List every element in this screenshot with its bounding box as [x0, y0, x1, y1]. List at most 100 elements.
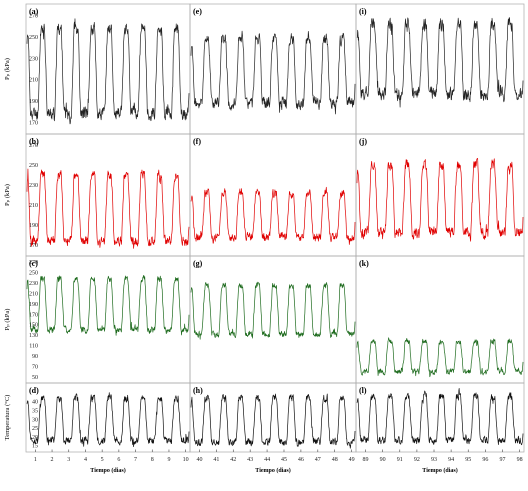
- x-tick-label: 47: [315, 457, 321, 463]
- series-line-e: [190, 30, 356, 115]
- panel-label-b: (b): [29, 137, 39, 146]
- y-tick-label: 130: [29, 333, 38, 339]
- x-tick-label: 10: [183, 457, 189, 463]
- panel-frames: [25, 3, 525, 453]
- panel-label-i: (i): [359, 7, 367, 16]
- y-tick-label: 50: [32, 375, 38, 381]
- series-line-c: [26, 275, 190, 336]
- x-tick-label: 89: [363, 457, 369, 463]
- series-line-i: [356, 17, 524, 108]
- series-line-l: [356, 388, 524, 446]
- x-tick-label: 1: [34, 457, 37, 463]
- x-tick-label: 93: [431, 457, 437, 463]
- y-tick-label: 230: [29, 183, 38, 189]
- y-tick-label: 190: [29, 302, 38, 308]
- y-tick-label: 40: [32, 400, 38, 406]
- panel-label-f: (f): [193, 137, 201, 146]
- x-tick-label: 4: [84, 457, 87, 463]
- y-tick-label: 230: [29, 281, 38, 287]
- axis-labels: Pₚ (kPa) Pₚ (kPa) Pₚ (kPa) Temperatura (°C)…: [4, 58, 458, 474]
- series-lines: [26, 17, 524, 449]
- x-tick-label: 42: [230, 457, 236, 463]
- x-tick-label: 48: [332, 457, 338, 463]
- x-tick-label: 8: [151, 457, 154, 463]
- x-tick-label: 5: [101, 457, 104, 463]
- panel-frame-r1-c2: [355, 133, 525, 257]
- panel-label-c: (c): [29, 259, 38, 268]
- y-tick-label: 25: [32, 426, 38, 432]
- x-tick-label: 7: [134, 457, 137, 463]
- series-line-f: [190, 186, 356, 245]
- x-tick-label: 49: [349, 457, 355, 463]
- y-axis-label: Pₚ (kPa): [4, 184, 11, 206]
- x-axis-label: Tiempo (dias): [422, 467, 457, 474]
- series-line-j: [356, 158, 524, 242]
- panel-label-j: (j): [359, 137, 367, 146]
- x-axis-label: Tiempo (dias): [90, 467, 125, 474]
- x-tick-label: 43: [247, 457, 253, 463]
- y-axis-ticks: 270 250 230 210 190 170 270 250 230 210 190 170 270 2…: [29, 14, 38, 450]
- y-tick-label: 190: [29, 223, 38, 229]
- series-line-k: [356, 337, 524, 378]
- y-tick-label: 90: [32, 354, 38, 360]
- x-tick-label: 94: [448, 457, 454, 463]
- panel-frame-r2-c1: [189, 255, 357, 384]
- y-tick-label: 270: [29, 14, 38, 20]
- x-tick-label: 96: [482, 457, 488, 463]
- y-tick-label: 210: [29, 291, 38, 297]
- y-tick-label: 110: [29, 344, 38, 350]
- y-tick-label: 150: [29, 323, 38, 329]
- x-tick-label: 3: [67, 457, 70, 463]
- y-tick-label: 35: [32, 408, 38, 414]
- y-tick-label: 15: [32, 444, 38, 450]
- y-tick-label: 190: [29, 99, 38, 105]
- panel-frame-r2-c2: [355, 255, 525, 384]
- y-tick-label: 270: [29, 143, 38, 149]
- x-axis-label: Tiempo (dias): [255, 467, 290, 474]
- y-tick-label: 170: [29, 243, 38, 249]
- y-axis-label: Pₚ (kPa): [4, 58, 11, 80]
- panel-frame-r0-c1: [189, 3, 357, 135]
- y-tick-label: 30: [32, 417, 38, 423]
- x-tick-label: 46: [298, 457, 304, 463]
- y-tick-label: 250: [29, 271, 38, 277]
- x-tick-label: 90: [380, 457, 386, 463]
- x-tick-label: 97: [499, 457, 505, 463]
- panel-label-a: (a): [29, 7, 39, 16]
- x-tick-label: 44: [264, 457, 270, 463]
- y-tick-label: 230: [29, 56, 38, 62]
- panel-frame-r3-c0: [25, 382, 191, 453]
- x-tick-label: 45: [281, 457, 287, 463]
- y-tick-label: 210: [29, 78, 38, 84]
- y-tick-label: 270: [29, 260, 38, 266]
- x-tick-label: 41: [213, 457, 219, 463]
- panel-label-g: (g): [193, 259, 203, 268]
- panel-label-e: (e): [193, 7, 202, 16]
- series-line-h: [190, 393, 356, 449]
- x-tick-label: 92: [414, 457, 420, 463]
- x-tick-label: 98: [517, 457, 523, 463]
- y-axis-label: Pₚ (kPa): [4, 309, 11, 331]
- panel-label-l: (l): [359, 386, 367, 395]
- x-tick-label: 9: [167, 457, 170, 463]
- y-tick-label: 210: [29, 203, 38, 209]
- x-tick-label: 6: [117, 457, 120, 463]
- panel-labels: (a) (e) (i) (b) (f) (j) (c) (g) (k) (d) (h) (l): [29, 7, 369, 395]
- y-tick-label: 70: [32, 364, 38, 370]
- x-tick-label: 91: [397, 457, 403, 463]
- series-line-g: [190, 281, 356, 340]
- panel-label-d: (d): [29, 386, 39, 395]
- panel-frame-r3-c2: [355, 382, 525, 453]
- panel-frame-r2-c0: [25, 255, 191, 384]
- y-tick-label: 250: [29, 163, 38, 169]
- y-tick-label: 170: [29, 312, 38, 318]
- panel-label-k: (k): [359, 259, 369, 268]
- series-line-b: [26, 168, 190, 249]
- x-axis-ticks: 1 2 3 4 5 6 7 8 9 10 40 41 42 43 44 45 46 47 48 49 89 90 91 92 9…: [34, 449, 523, 463]
- y-axis-label: Temperatura (°C): [4, 395, 11, 441]
- series-line-a: [26, 18, 190, 125]
- x-tick-label: 95: [465, 457, 471, 463]
- x-tick-label: 2: [51, 457, 54, 463]
- y-tick-label: 250: [29, 35, 38, 41]
